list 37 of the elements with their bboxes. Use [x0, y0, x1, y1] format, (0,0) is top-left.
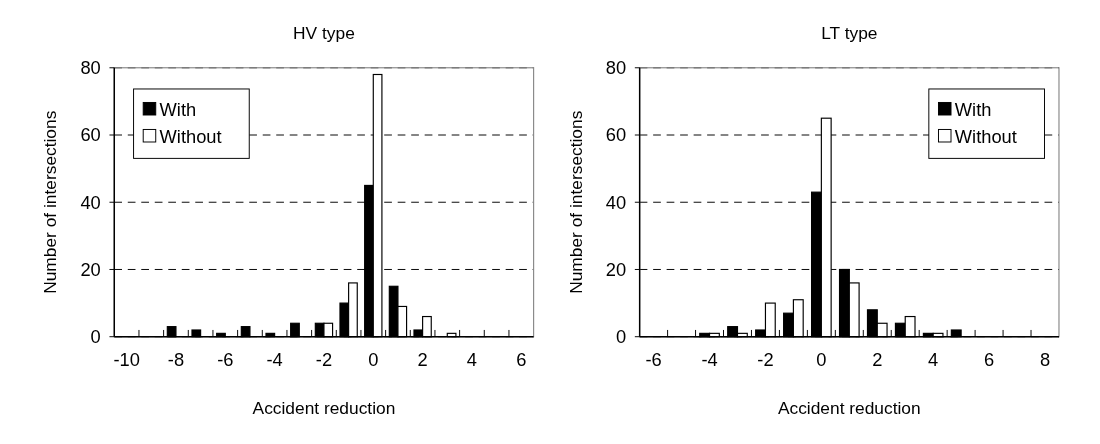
y-axis-title: Number of intersections: [565, 110, 586, 294]
x-tick-label: -8: [167, 348, 185, 370]
legend-label: With: [159, 98, 197, 120]
x-tick-label: 4: [466, 348, 478, 370]
x-tick-label: 0: [368, 348, 379, 370]
y-tick-label: 80: [80, 57, 101, 79]
y-tick-label: 80: [605, 57, 627, 79]
y-axis-title: Number of intersections: [40, 110, 61, 294]
x-tick-label: -6: [645, 348, 662, 370]
x-tick-label: 2: [872, 348, 883, 370]
chart-title: LT type: [821, 22, 878, 43]
y-tick-label: 40: [605, 191, 627, 213]
x-tick-label: -4: [266, 348, 283, 370]
y-tick-label: 60: [605, 124, 627, 146]
legend-label: Without: [954, 125, 1017, 147]
y-tick-label: 0: [90, 326, 101, 348]
x-tick-label: 6: [983, 348, 995, 370]
x-tick-label: -4: [701, 348, 718, 370]
chart-title: HV type: [293, 22, 355, 43]
y-tick-label: 0: [615, 326, 627, 348]
y-tick-label: 20: [605, 258, 627, 280]
y-tick-label: 40: [80, 191, 101, 213]
x-tick-label: -6: [217, 348, 234, 370]
x-tick-label: 8: [1039, 348, 1051, 370]
x-tick-label: -2: [315, 348, 333, 370]
x-axis-title: Accident reduction: [252, 397, 396, 418]
x-tick-label: 4: [928, 348, 939, 370]
legend-label: Without: [159, 125, 222, 147]
x-tick-label: 0: [816, 348, 827, 370]
y-tick-label: 60: [80, 124, 101, 146]
x-tick-label: 6: [516, 348, 527, 370]
x-tick-label: -10: [113, 348, 140, 370]
legend-label: With: [954, 98, 992, 120]
x-tick-label: -2: [757, 348, 774, 370]
x-axis-title: Accident reduction: [777, 397, 921, 418]
y-tick-label: 20: [80, 258, 101, 280]
x-tick-label: 2: [417, 348, 428, 370]
